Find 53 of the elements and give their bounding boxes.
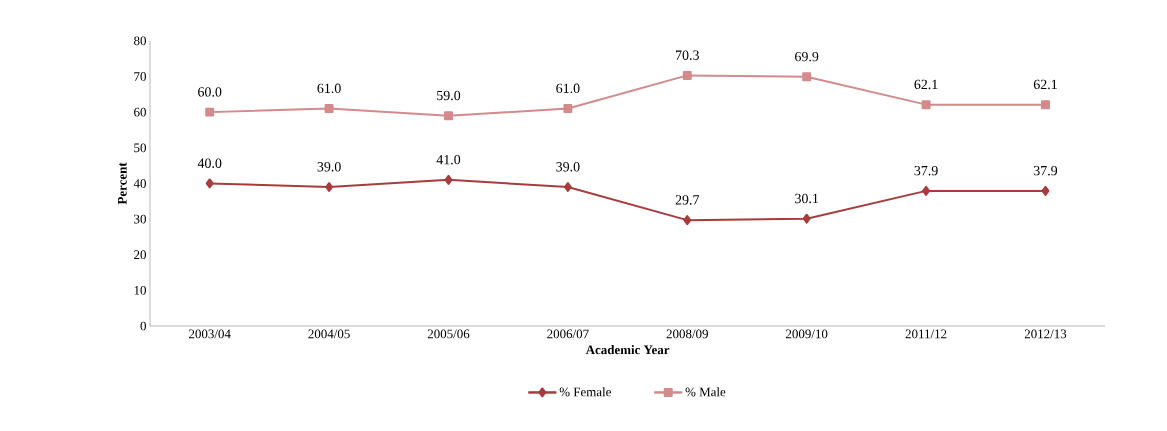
x-tick-label: 2009/10	[786, 329, 828, 339]
y-tick-label: 70	[134, 72, 146, 81]
point	[325, 182, 334, 192]
point	[802, 213, 811, 224]
point	[1040, 100, 1050, 110]
x-axis-title: Academic Year	[585, 345, 670, 355]
y-tick-label: 0	[140, 321, 146, 331]
point	[1041, 185, 1050, 196]
data-label: 70.3	[676, 50, 699, 60]
legend-label: % Male	[685, 387, 726, 397]
y-tick-label: 80	[134, 36, 146, 46]
point	[324, 104, 334, 114]
point	[563, 182, 572, 192]
data-label: 37.9	[1033, 166, 1058, 176]
data-label: 30.1	[795, 193, 819, 204]
x-tick-label: 2003/04	[189, 329, 231, 339]
data-label: 41.0	[436, 154, 461, 165]
data-label: 62.1	[914, 79, 938, 90]
x-tick-label: 2011/12	[905, 329, 947, 339]
legend-label: % Female	[559, 387, 611, 397]
x-tick-label: 2008/09	[666, 329, 708, 339]
point	[205, 178, 214, 189]
data-label: 69.9	[795, 51, 819, 62]
y-tick-label: 30	[134, 214, 146, 224]
data-label: 59.0	[437, 90, 461, 101]
y-tick-label: 40	[133, 179, 146, 188]
x-tick-label: 2005/06	[427, 329, 470, 339]
point	[205, 107, 215, 117]
y-axis-title: Percent	[118, 162, 127, 205]
y-tick-label: 50	[134, 143, 146, 153]
x-tick-label: 2012/13	[1024, 329, 1067, 339]
data-label: 61.0	[556, 83, 580, 94]
point	[921, 100, 931, 110]
x-tick-label: 2006/07	[547, 329, 589, 339]
data-label: 39.0	[317, 162, 341, 172]
point	[802, 72, 812, 82]
data-label: 61.0	[317, 83, 341, 94]
point	[683, 215, 692, 226]
data-label: 39.0	[556, 162, 580, 172]
y-tick-label: 60	[134, 107, 146, 117]
y-tick-label: 20	[134, 250, 146, 260]
point	[444, 111, 453, 121]
point	[563, 104, 573, 114]
point	[682, 70, 692, 80]
data-label: 62.1	[1033, 79, 1057, 90]
data-label: 29.7	[675, 195, 700, 205]
point	[922, 185, 931, 196]
data-label: 60.0	[198, 87, 222, 97]
data-label: 37.9	[914, 166, 938, 176]
x-tick-label: 2004/05	[308, 329, 350, 339]
y-tick-label: 10	[134, 285, 146, 295]
data-label: 40.0	[197, 158, 222, 168]
point	[444, 174, 453, 185]
